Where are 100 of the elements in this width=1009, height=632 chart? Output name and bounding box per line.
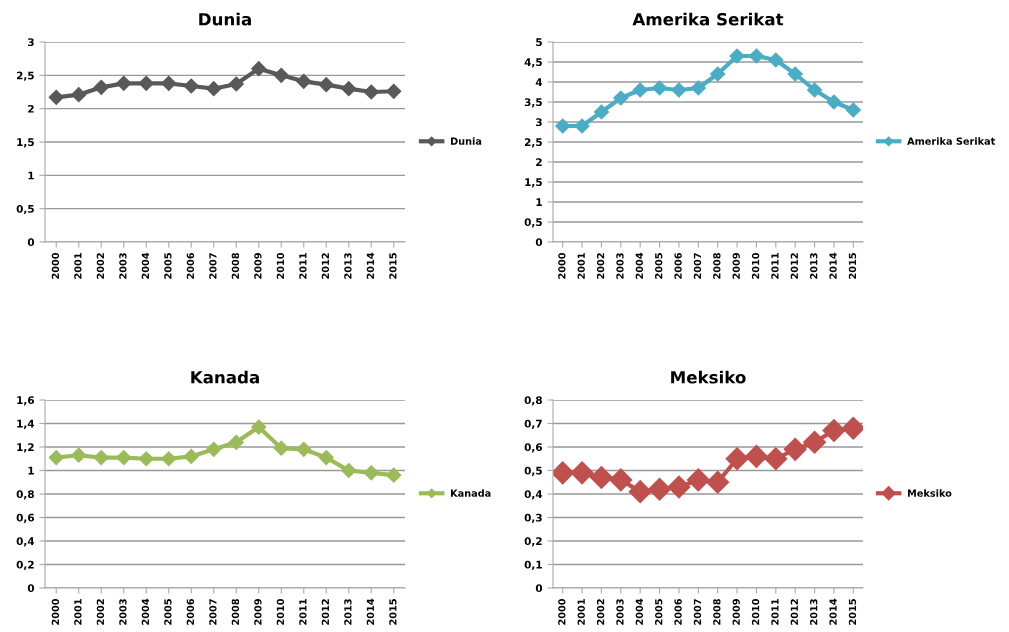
- x-tick-label: 2008: [231, 599, 240, 625]
- x-tick-label: 2013: [344, 253, 352, 279]
- x-tick-label: 2007: [209, 253, 217, 279]
- point: [228, 434, 244, 450]
- y-tick-label: 0,5: [524, 466, 542, 476]
- point: [161, 451, 177, 467]
- point: [341, 462, 357, 479]
- y-tick-label: 1: [28, 171, 34, 180]
- x-tick-label: 2005: [164, 599, 172, 625]
- legend-label: Kanada: [451, 489, 491, 497]
- x-tick-label: 2006: [186, 252, 195, 279]
- point: [706, 470, 730, 494]
- x-tick-label: 2000: [558, 252, 566, 279]
- x-tick-label: 2011: [299, 253, 307, 279]
- x-tick-label: 2010: [751, 252, 760, 279]
- y-tick-label: 2: [536, 158, 542, 166]
- point: [667, 475, 691, 499]
- point: [671, 82, 687, 98]
- x-tick-label: 2013: [810, 599, 818, 625]
- point: [593, 104, 610, 120]
- y-tick-label: 0: [27, 584, 35, 593]
- x-tick-label: 2003: [119, 599, 127, 625]
- x-tick-label: 2004: [141, 598, 150, 625]
- x-tick-label: 2004: [635, 598, 644, 625]
- point: [574, 118, 590, 134]
- y-tick-label: 0,6: [524, 443, 543, 453]
- point: [116, 75, 132, 91]
- x-tick-label: 2006: [674, 598, 682, 625]
- point: [138, 451, 154, 467]
- y-tick-label: 0,3: [524, 513, 542, 523]
- point: [93, 79, 109, 95]
- x-tick-label: 2009: [254, 599, 262, 625]
- legend-label: Meksiko: [908, 489, 952, 497]
- x-tick-label: 2003: [119, 253, 127, 279]
- x-tick-label: 2008: [231, 253, 240, 279]
- point: [318, 77, 334, 93]
- point: [363, 84, 379, 100]
- y-tick-label: 3: [536, 118, 542, 127]
- point: [386, 467, 402, 483]
- y-tick-label: 1,6: [17, 396, 35, 406]
- x-tick-label: 2005: [655, 599, 663, 625]
- point: [845, 102, 861, 118]
- point: [48, 89, 64, 105]
- x-tick-label: 2012: [321, 599, 330, 625]
- point: [296, 441, 312, 457]
- point: [826, 94, 842, 110]
- point: [725, 447, 749, 471]
- y-tick-label: 0: [535, 238, 543, 247]
- y-tick-label: 1,4: [17, 419, 35, 429]
- point: [632, 82, 648, 98]
- point: [71, 447, 87, 463]
- point: [251, 61, 267, 77]
- point: [48, 450, 64, 466]
- point: [206, 441, 222, 457]
- point: [183, 78, 199, 94]
- x-tick-label: 2014: [366, 252, 375, 279]
- chart-title: Dunia: [199, 12, 251, 26]
- x-tick-label: 2002: [596, 253, 605, 279]
- x-tick-label: 2005: [164, 253, 172, 279]
- point: [613, 90, 629, 106]
- legend-label: Dunia: [451, 137, 482, 145]
- point: [690, 80, 706, 96]
- x-tick-label: 2000: [51, 252, 60, 279]
- x-tick-label: 2001: [74, 599, 82, 625]
- point: [296, 73, 312, 89]
- point: [841, 416, 863, 440]
- x-tick-label: 2004: [635, 252, 644, 279]
- x-tick-label: 2002: [96, 599, 105, 625]
- x-tick-label: 2003: [616, 599, 624, 625]
- y-tick-label: 1: [28, 466, 34, 475]
- point: [783, 437, 807, 461]
- x-tick-label: 2008: [713, 253, 721, 279]
- y-tick-label: 1,5: [525, 178, 542, 188]
- x-tick-label: 2015: [848, 253, 857, 279]
- y-tick-label: 0,2: [16, 560, 34, 570]
- point: [787, 66, 803, 82]
- point: [318, 450, 334, 466]
- legend-label: Amerika Serikat: [907, 137, 996, 145]
- y-tick-label: 3: [28, 38, 34, 47]
- point: [116, 450, 132, 466]
- x-tick-label: 2015: [389, 253, 397, 279]
- y-tick-label: 2,5: [16, 71, 34, 81]
- point: [729, 48, 745, 64]
- point: [138, 75, 154, 91]
- point: [553, 461, 575, 485]
- chart-title: Meksiko: [671, 370, 746, 384]
- y-tick-label: 0: [535, 584, 543, 593]
- y-tick-label: 0,5: [524, 218, 542, 228]
- x-tick-label: 2007: [209, 599, 217, 625]
- x-tick-label: 2010: [276, 252, 285, 279]
- y-tick-label: 0,8: [16, 490, 34, 500]
- y-tick-label: 1: [536, 198, 542, 206]
- point: [748, 48, 765, 64]
- x-tick-label: 2012: [790, 253, 799, 279]
- y-tick-label: 0,8: [524, 396, 542, 406]
- x-tick-label: 2013: [810, 253, 818, 279]
- point: [206, 81, 222, 97]
- y-tick-label: 1,5: [17, 138, 34, 148]
- y-tick-label: 0,6: [16, 513, 35, 523]
- point: [648, 477, 672, 501]
